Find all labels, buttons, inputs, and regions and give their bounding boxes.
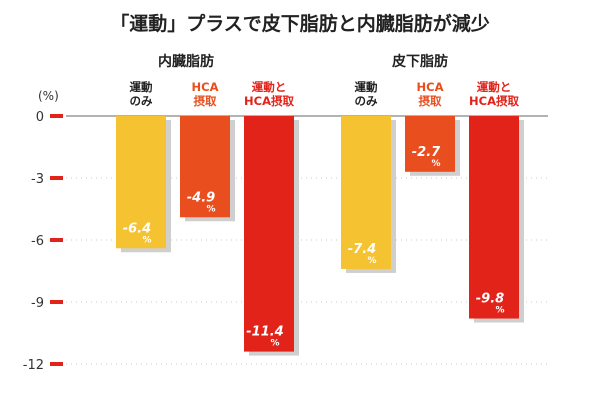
y-tick-marker: [50, 114, 63, 118]
y-tick-marker: [50, 238, 63, 242]
category-label: HCA: [192, 80, 219, 94]
chart-title: 「運動」プラスで皮下脂肪と内臓脂肪が減少: [110, 12, 490, 35]
category-label: 運動: [355, 80, 378, 94]
data-label-unit: %: [431, 159, 440, 169]
bar: [116, 116, 166, 249]
data-label-unit: %: [495, 306, 504, 316]
bar: [469, 116, 519, 319]
y-tick-label: -6: [31, 234, 44, 249]
category-label: 摂取: [194, 94, 217, 108]
category-label: のみ: [355, 94, 378, 108]
category-label: HCA摂取: [469, 94, 519, 108]
data-label: -11.4: [246, 325, 283, 340]
data-label: -9.8: [476, 292, 504, 307]
bar: [341, 116, 391, 269]
category-label: 運動: [130, 80, 153, 94]
category-label: のみ: [130, 94, 153, 108]
category-label: 摂取: [419, 94, 442, 108]
category-label: HCA: [417, 80, 444, 94]
bar: [180, 116, 230, 218]
bars: -6.4%-4.9%-11.4%-7.4%-2.7%-9.8%: [116, 116, 524, 356]
bar: [405, 116, 455, 172]
data-label-unit: %: [142, 235, 151, 245]
data-label: -7.4: [348, 242, 376, 257]
data-label-unit: %: [270, 339, 279, 349]
category-label: 運動と: [252, 80, 287, 94]
y-tick-marker: [50, 300, 63, 304]
y-tick-label: 0: [36, 110, 44, 125]
data-label-unit: %: [367, 256, 376, 266]
y-tick-label: -12: [23, 358, 44, 373]
category-label: 運動と: [477, 80, 512, 94]
category-label: HCA摂取: [244, 94, 294, 108]
y-tick-label: -3: [31, 172, 44, 187]
data-label: -6.4: [123, 221, 151, 236]
y-tick-marker: [50, 176, 63, 180]
bar: [244, 116, 294, 352]
data-label-unit: %: [206, 204, 215, 214]
y-axis-ticks: 0 -3 -6 -9 -12: [23, 110, 63, 373]
group-title-subcutaneous: 皮下脂肪: [391, 53, 448, 70]
y-tick-label: -9: [31, 296, 44, 311]
group-title-visceral: 内臓脂肪: [158, 53, 214, 70]
data-label: -4.9: [187, 190, 215, 205]
data-label: -2.7: [412, 145, 441, 160]
y-axis-unit: (%): [38, 89, 59, 103]
y-tick-marker: [50, 362, 63, 366]
